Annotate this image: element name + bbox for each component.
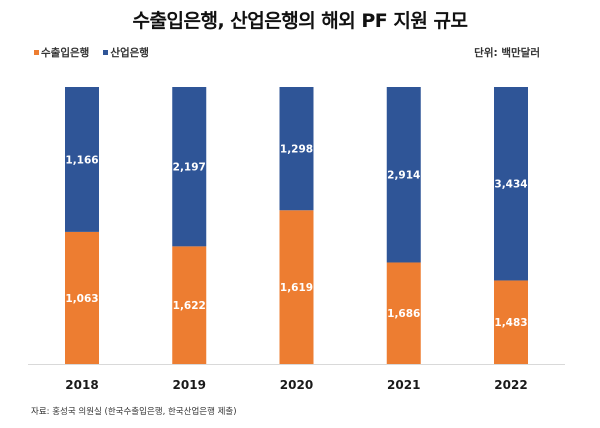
x-tick-label-2021: 2021 bbox=[387, 378, 420, 392]
bar-kdb-2020 bbox=[279, 87, 314, 211]
data-label-exim-2020: 1,619 bbox=[280, 282, 313, 294]
data-label-kdb-2019: 2,197 bbox=[173, 162, 206, 174]
x-tick-label-2020: 2020 bbox=[280, 378, 313, 392]
data-label-kdb-2021: 2,914 bbox=[387, 170, 420, 182]
bar-kdb-2022 bbox=[494, 87, 528, 281]
x-tick-label-2019: 2019 bbox=[173, 378, 206, 392]
x-tick-label-2022: 2022 bbox=[494, 378, 527, 392]
bar-kdb-2018 bbox=[65, 87, 99, 232]
source-note: 자료: 홍성국 의원실 (한국수출입은행, 한국산업은행 제출) bbox=[31, 407, 237, 417]
data-label-kdb-2022: 3,434 bbox=[494, 179, 527, 191]
bar-exim-2021 bbox=[386, 262, 421, 364]
data-label-kdb-2018: 1,166 bbox=[65, 154, 98, 166]
data-label-exim-2019: 1,622 bbox=[173, 300, 206, 312]
bar-exim-2019 bbox=[172, 246, 207, 364]
legend: 수출입은행 산업은행 bbox=[34, 45, 149, 60]
legend-item-exim: 수출입은행 bbox=[34, 45, 89, 60]
legend-swatch-kdb bbox=[103, 50, 109, 55]
legend-swatch-exim bbox=[34, 50, 39, 55]
legend-label-kdb: 산업은행 bbox=[110, 47, 149, 59]
bar-kdb-2021 bbox=[386, 87, 421, 263]
data-label-exim-2018: 1,063 bbox=[65, 293, 98, 305]
x-tick-label-2018: 2018 bbox=[65, 378, 98, 392]
data-label-exim-2021: 1,686 bbox=[387, 308, 420, 320]
bar-exim-2022 bbox=[494, 280, 528, 364]
bar-kdb-2019 bbox=[172, 87, 207, 247]
bar-exim-2018 bbox=[65, 231, 99, 364]
data-label-exim-2022: 1,483 bbox=[494, 317, 527, 329]
legend-label-exim: 수출입은행 bbox=[41, 47, 90, 59]
data-label-kdb-2020: 1,298 bbox=[280, 144, 313, 156]
bar-exim-2020 bbox=[279, 210, 314, 364]
unit-label: 단위: 백만달러 bbox=[474, 47, 540, 59]
legend-item-kdb: 산업은행 bbox=[103, 45, 149, 60]
chart-title: 수출입은행, 산업은행의 해외 PF 지원 규모 bbox=[132, 10, 468, 32]
